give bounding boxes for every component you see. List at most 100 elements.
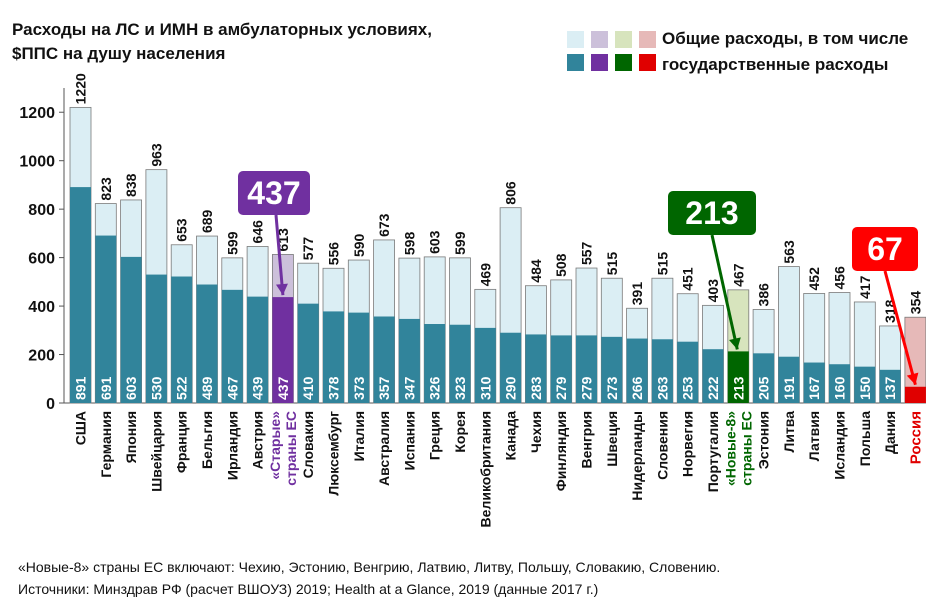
bar-gov: [576, 335, 597, 403]
bar-gov: [500, 332, 522, 403]
callout-old-eu: 437: [238, 171, 310, 215]
gov-value-label: 522: [174, 376, 190, 400]
y-tick-label: 600: [28, 251, 55, 268]
bar-gov: [904, 386, 926, 403]
bar-gov: [601, 336, 623, 403]
category-label: Франция: [174, 411, 190, 473]
category-label: страны ЕС: [738, 411, 754, 486]
callout-arrow-new: [710, 234, 739, 350]
category-label: «Новые-8»: [722, 411, 738, 486]
category-label: Бельгия: [199, 411, 215, 469]
bar-gov: [626, 338, 648, 403]
category-label: Австрия: [250, 411, 266, 469]
gov-value-label: 279: [579, 376, 595, 400]
bar-gov: [753, 353, 775, 403]
legend-label-gov: государственные расходы: [662, 55, 889, 74]
bar-gov: [373, 316, 395, 403]
bar-gov: [95, 235, 117, 403]
category-label: Швейцария: [148, 411, 164, 492]
legend-swatch-russia-gov: [639, 54, 656, 71]
y-tick-label: 800: [28, 202, 55, 219]
gov-value-label: 167: [806, 376, 822, 400]
callout-arrow-russia: [883, 270, 917, 386]
total-value-label: 456: [832, 266, 848, 290]
category-label: Испания: [401, 411, 417, 470]
gov-value-label: 437: [275, 376, 291, 400]
gov-value-label: 279: [553, 376, 569, 400]
gov-value-label: 467: [224, 376, 240, 400]
bar-gov: [651, 339, 673, 403]
legend-swatch-new-gov: [615, 54, 632, 71]
total-value-label: 452: [806, 267, 822, 291]
category-label: Ирландия: [224, 411, 240, 480]
category-label: Люксембург: [326, 411, 342, 496]
total-value-label: 598: [401, 232, 417, 256]
category-label: Латвия: [806, 411, 822, 461]
total-value-label: 515: [654, 252, 670, 276]
bar-gov: [145, 274, 167, 403]
gov-value-label: 150: [857, 376, 873, 400]
gov-value-label: 137: [882, 376, 898, 400]
category-label: Греция: [427, 411, 443, 460]
category-label: Италия: [351, 411, 367, 461]
callout-arrow-new-head: [729, 337, 741, 350]
total-value-label: 484: [528, 259, 544, 283]
bar-gov: [829, 364, 850, 403]
bar-gov: [677, 341, 699, 403]
total-value-label: 599: [224, 231, 240, 255]
total-value-label: 1220: [73, 73, 89, 104]
gov-value-label: 891: [73, 376, 89, 400]
category-label: США: [73, 411, 89, 445]
total-value-label: 577: [300, 237, 316, 261]
gov-value-label: 603: [123, 376, 139, 400]
total-value-label: 806: [503, 181, 519, 205]
legend-text: Общие расходы, в том числе государственн…: [662, 26, 922, 78]
total-value-label: 386: [756, 283, 772, 307]
category-label: Швеция: [604, 411, 620, 467]
gov-value-label: 347: [401, 376, 417, 400]
category-label: Япония: [123, 411, 139, 463]
category-label: Германия: [98, 411, 114, 478]
bar-gov: [879, 369, 901, 403]
gov-value-label: 691: [98, 376, 114, 400]
total-value-label: 508: [553, 253, 569, 277]
total-value-label: 563: [781, 240, 797, 264]
gov-value-label: 439: [250, 376, 266, 400]
gov-value-label: 283: [528, 376, 544, 400]
legend-swatch-old-gov: [591, 54, 608, 71]
chart-title-line1: Расходы на ЛС и ИМН в амбулаторных услов…: [12, 20, 432, 39]
category-label: Эстония: [756, 411, 772, 469]
callout-arrow-russia-head: [906, 372, 919, 385]
bar-gov: [297, 303, 319, 403]
total-value-label: 403: [705, 279, 721, 303]
bar-gov: [449, 324, 471, 403]
gov-value-label: 263: [654, 376, 670, 400]
total-value-label: 556: [326, 242, 342, 266]
total-value-label: 653: [174, 218, 190, 242]
category-label: Словения: [654, 411, 670, 480]
category-label: Венгрия: [579, 411, 595, 469]
gov-value-label: 326: [427, 376, 443, 400]
total-value-label: 515: [604, 252, 620, 276]
callout-russia: 67: [852, 227, 918, 271]
bar-gov: [196, 284, 218, 403]
bar-gov: [778, 356, 800, 403]
gov-value-label: 357: [376, 376, 392, 400]
total-value-label: 599: [452, 231, 468, 255]
bar-gov: [474, 327, 496, 403]
category-label: Дания: [882, 411, 898, 454]
legend-swatch-default-gov: [567, 54, 584, 71]
bar-gov: [525, 334, 547, 403]
callout-new-eu: 213: [668, 191, 756, 235]
bar-gov: [398, 318, 420, 403]
bar-gov: [323, 311, 344, 403]
gov-value-label: 222: [705, 376, 721, 400]
gov-value-label: 489: [199, 376, 215, 400]
category-label: «Старые»: [267, 411, 283, 480]
total-value-label: 469: [477, 263, 493, 287]
legend-swatch-default-total: [567, 31, 584, 48]
total-value-label: 467: [730, 263, 746, 287]
category-label: Норвегия: [680, 411, 696, 477]
total-value-label: 391: [629, 282, 645, 306]
bar-gov: [727, 351, 749, 403]
